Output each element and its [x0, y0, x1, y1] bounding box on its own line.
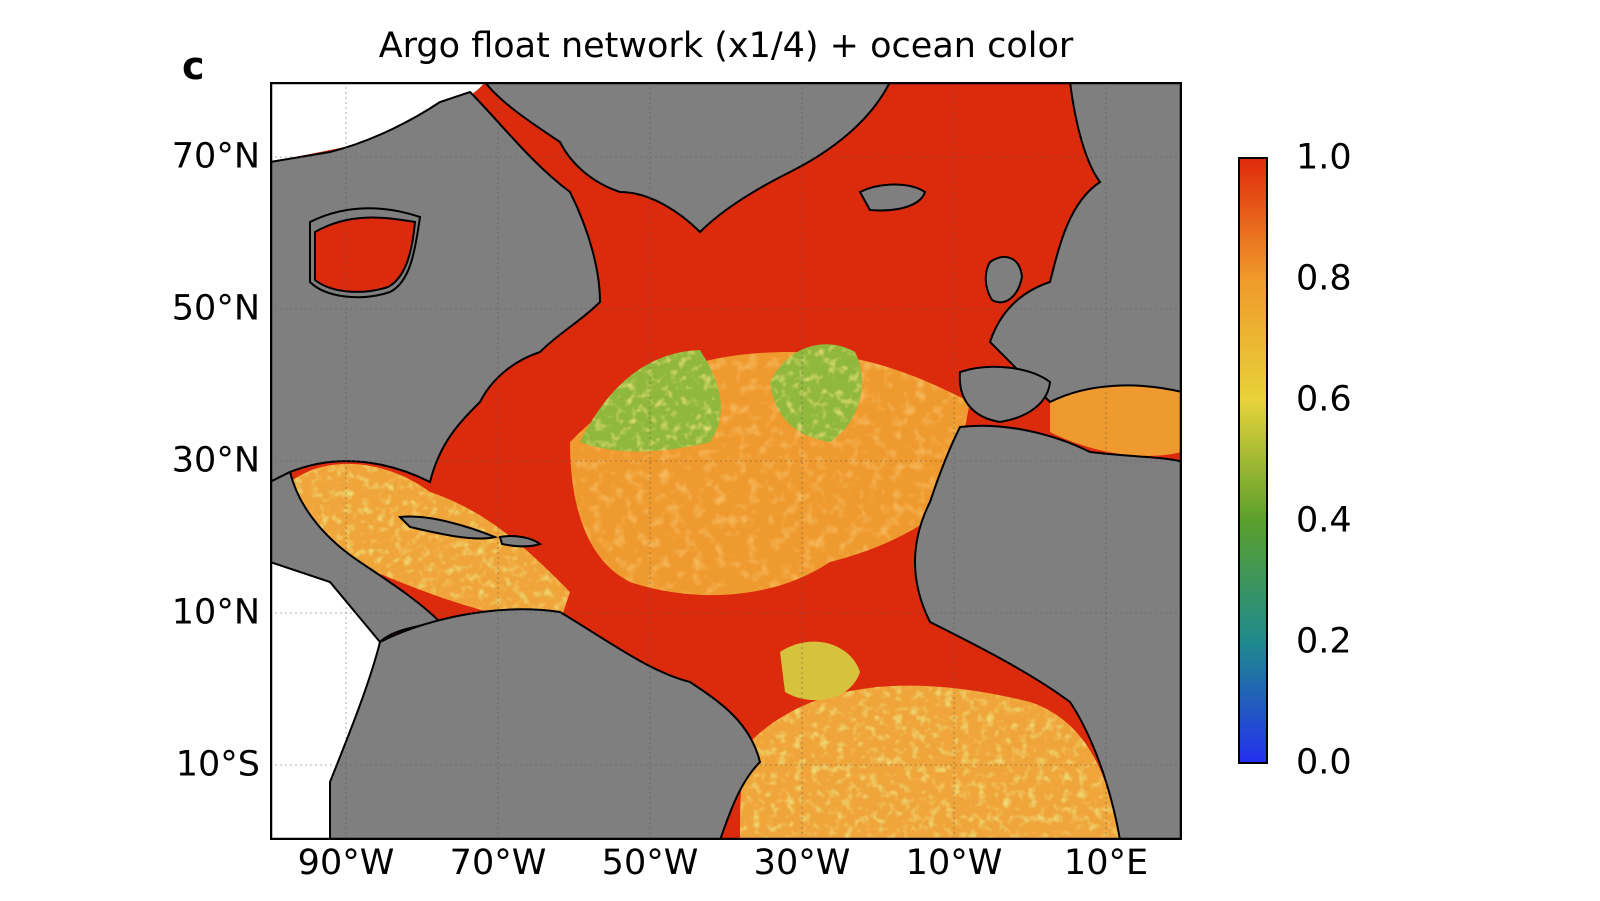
lon-label-70w: 70°W	[449, 843, 547, 883]
land-africa	[914, 424, 1182, 840]
land-iceland	[858, 183, 927, 212]
lat-label-10n: 10°N	[171, 592, 260, 633]
equatorial-patch	[780, 641, 860, 701]
colorbar-label-0-4: 0.4	[1296, 500, 1352, 541]
south-atlantic-speckle	[740, 685, 1120, 840]
lon-label-30w: 30°W	[753, 843, 851, 883]
colorbar-label-0-0: 0.0	[1296, 742, 1352, 783]
colorbar-label-0-6: 0.6	[1296, 379, 1352, 420]
pacific-outside-region	[270, 562, 400, 840]
panel-label: c	[182, 44, 205, 88]
land-north-america	[270, 90, 602, 484]
map-border	[270, 82, 1182, 840]
colorbar-label-0-8: 0.8	[1296, 258, 1352, 299]
land-south-america	[329, 608, 762, 840]
arctic-outside-region	[270, 82, 485, 162]
lat-label-70n: 70°N	[171, 136, 260, 177]
lat-label-10s: 10°S	[175, 744, 260, 785]
lat-label-50n: 50°N	[171, 288, 260, 329]
caribbean-speckle	[290, 463, 570, 622]
land-central-america	[270, 470, 443, 644]
lon-label-90w: 90°W	[297, 843, 395, 883]
land-iberia	[958, 365, 1052, 424]
map-panel	[270, 82, 1182, 840]
hudson-bay	[314, 216, 417, 293]
colorbar	[1238, 157, 1274, 764]
land-europe	[988, 82, 1182, 404]
green-speckle	[580, 344, 862, 452]
land-greenland	[483, 82, 892, 234]
map-title: Argo float network (x1/4) + ocean color	[378, 26, 1074, 66]
lon-label-10w: 10°W	[905, 843, 1003, 883]
lat-label-30n: 30°N	[171, 440, 260, 481]
lon-label-50w: 50°W	[601, 843, 699, 883]
land-greater-antilles	[397, 515, 543, 548]
lon-label-10e: 10°E	[1063, 843, 1149, 883]
land-british-isles	[984, 256, 1024, 304]
mediterranean-patch	[1050, 385, 1182, 456]
colorbar-label-0-2: 0.2	[1296, 621, 1352, 662]
colorbar-label-1-0: 1.0	[1296, 137, 1352, 178]
graticule	[270, 82, 1182, 840]
colorbar-gradient	[1238, 157, 1268, 764]
